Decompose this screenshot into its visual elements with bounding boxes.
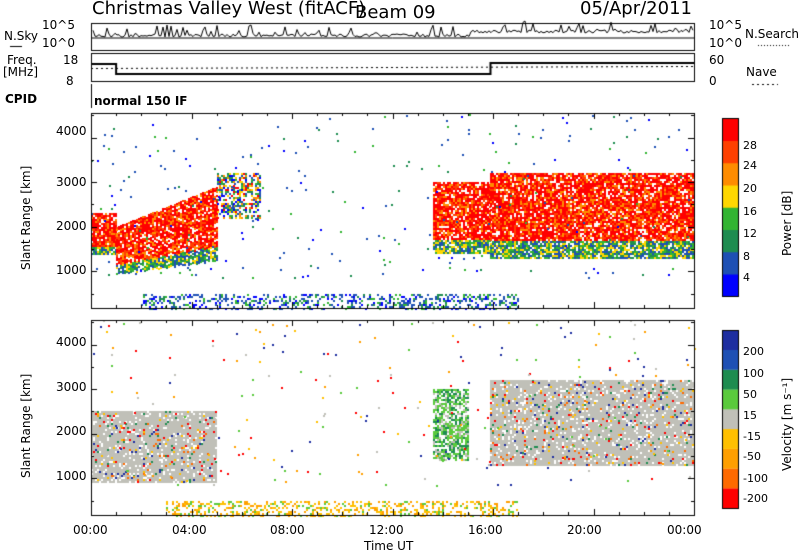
- nsearch-tick-top: 10^5: [709, 18, 742, 32]
- power-cbar-24: 24: [743, 159, 757, 172]
- nsky-label: N.Sky: [4, 29, 39, 43]
- xlabel: Time UT: [364, 539, 414, 553]
- velocity-cbar-200: 200: [743, 345, 764, 358]
- xtick-1600: 16:00: [468, 523, 503, 537]
- velocity-cbar-15: 15: [743, 409, 757, 422]
- station-title: Christmas Valley West (fitACF): [92, 0, 366, 19]
- xtick-end-0000: 00:00: [667, 523, 702, 537]
- velocity-ytick-3000: 3000: [56, 380, 87, 394]
- nsearch-label: N.Search: [745, 27, 800, 41]
- power-ytick-2000: 2000: [56, 219, 87, 233]
- velocity-ytick-1000: 1000: [56, 469, 87, 483]
- velocity-cbar-100: 100: [743, 367, 764, 380]
- xtick-0000: 00:00: [73, 523, 108, 537]
- freq-label: Freq.: [7, 53, 37, 67]
- xtick-0800: 08:00: [270, 523, 305, 537]
- power-cbar-label: Power [dB]: [780, 190, 794, 256]
- nave-label: Nave: [746, 65, 777, 79]
- power-cbar-28: 28: [743, 139, 757, 152]
- velocity-cbar-neg50: -50: [743, 450, 761, 463]
- velocity-ytick-4000: 4000: [56, 335, 87, 349]
- freq-tick-bottom: 8: [66, 74, 74, 88]
- xtick-0400: 04:00: [172, 523, 207, 537]
- date-label: 05/Apr/2011: [580, 0, 692, 19]
- freq-tick-top: 18: [63, 53, 79, 67]
- xtick-2000: 20:00: [567, 523, 602, 537]
- power-ytick-1000: 1000: [56, 263, 87, 277]
- power-ylabel: Slant Range [km]: [19, 165, 33, 270]
- velocity-ytick-2000: 2000: [56, 424, 87, 438]
- nsearch-tick-bottom: 10^0: [709, 36, 742, 50]
- power-cbar-12: 12: [743, 227, 757, 240]
- power-cbar-16: 16: [743, 205, 757, 218]
- nave-tick-top: 60: [709, 53, 725, 67]
- nsky-tick-bottom: 10^0: [42, 36, 75, 50]
- power-cbar-4: 4: [743, 271, 750, 284]
- velocity-cbar-neg100: -100: [743, 472, 768, 485]
- power-cbar-8: 8: [743, 250, 750, 263]
- xtick-1200: 12:00: [369, 523, 404, 537]
- power-ytick-3000: 3000: [56, 175, 87, 189]
- velocity-cbar-neg200: -200: [743, 492, 768, 505]
- velocity-ylabel: Slant Range [km]: [19, 373, 33, 478]
- freq-unit-label: [MHz]: [3, 65, 39, 79]
- nsky-tick-top: 10^5: [42, 18, 75, 32]
- velocity-cbar-neg15: -15: [743, 430, 761, 443]
- power-ytick-4000: 4000: [56, 124, 87, 138]
- velocity-cbar-label: Velocity [m s⁻¹]: [780, 377, 794, 471]
- cpid-label: CPID: [5, 92, 38, 106]
- velocity-cbar-50: 50: [743, 388, 757, 401]
- power-cbar-20: 20: [743, 182, 757, 195]
- cpid-mode: normal 150 IF: [94, 94, 188, 108]
- nave-tick-bottom: 0: [709, 74, 717, 88]
- beam-label: Beam 09: [355, 2, 436, 23]
